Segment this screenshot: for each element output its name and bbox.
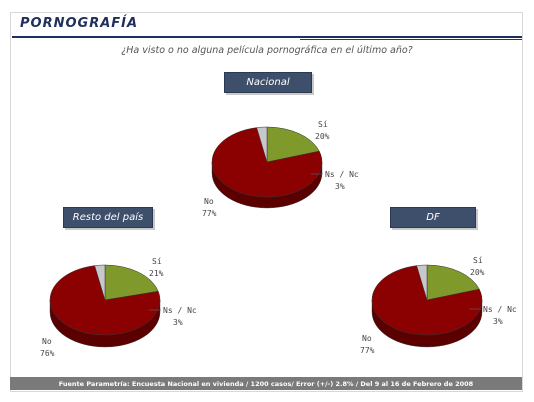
label-si-1: Sí <box>152 257 162 266</box>
label-si-0: Sí <box>318 120 328 129</box>
label-nsnc-1: Ns / Nc <box>163 306 197 315</box>
value-nsnc-0: 3% <box>335 182 345 191</box>
page-title: PORNOGRAFÍA <box>20 16 139 31</box>
chart-title-nacional: Nacional <box>224 72 312 93</box>
value-no-0: 77% <box>202 209 217 218</box>
pie-slice-nsnc-1 <box>94 264 106 301</box>
survey-question: ¿Ha visto o no alguna película pornográf… <box>121 45 413 56</box>
slide-frame <box>10 12 523 392</box>
pie-slice-no-2 <box>371 265 483 336</box>
pie-slice-nsnc-0 <box>256 126 268 163</box>
value-nsnc-1: 3% <box>173 318 183 327</box>
label-nsnc-2: Ns / Nc <box>483 305 517 314</box>
chart-title-df: DF <box>390 207 476 228</box>
value-si-1: 21% <box>149 269 164 278</box>
label-no-2: No <box>362 334 372 343</box>
pie-slice-si-1 <box>104 264 159 301</box>
label-no-1: No <box>42 337 52 346</box>
label-si-2: Sí <box>473 256 483 265</box>
source-footer: Fuente Parametría: Encuesta Nacional en … <box>10 377 522 390</box>
chart-title-resto: Resto del país <box>63 207 153 228</box>
value-si-0: 20% <box>315 132 330 141</box>
value-no-2: 77% <box>360 346 375 355</box>
value-nsnc-2: 3% <box>493 317 503 326</box>
label-no-0: No <box>204 197 214 206</box>
pie-slice-si-0 <box>266 126 320 163</box>
label-nsnc-0: Ns / Nc <box>325 170 359 179</box>
pie-slice-nsnc-2 <box>416 264 428 301</box>
value-no-1: 76% <box>40 349 55 358</box>
title-rule <box>12 36 522 38</box>
pie-slice-no-1 <box>49 265 161 336</box>
pie-slice-si-2 <box>426 264 480 301</box>
value-si-2: 20% <box>470 268 485 277</box>
title-accent-rule <box>300 39 522 40</box>
